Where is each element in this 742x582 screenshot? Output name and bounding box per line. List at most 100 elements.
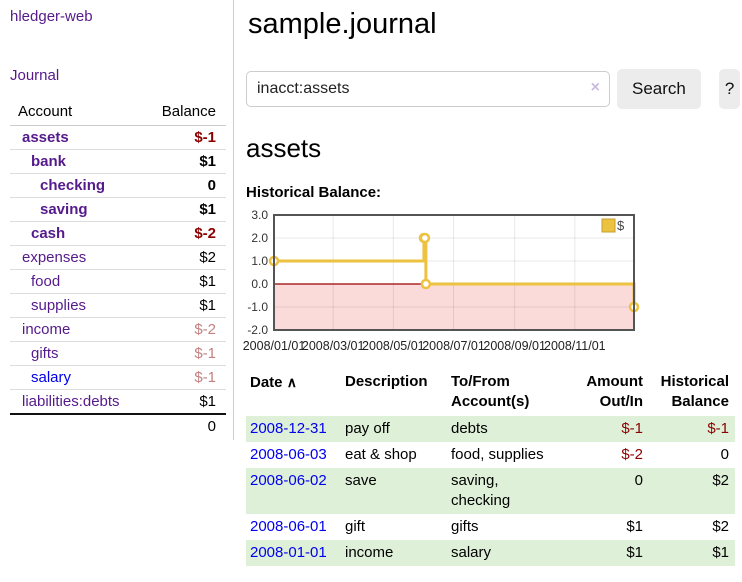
account-balance: $-1 [144,341,226,366]
account-name-cell: gifts [10,341,145,366]
data-point-marker [420,278,432,290]
account-name-cell: cash [10,221,145,246]
account-name-cell: saving [10,197,145,222]
account-row: cash $-2 [10,221,226,246]
register-col-date[interactable]: Date ∧ [246,370,341,416]
amount-cell: $1 [626,544,643,561]
account-balance: $-2 [144,221,226,246]
sidebar-account-link[interactable]: salary [31,369,72,386]
sidebar-account-link[interactable]: expenses [22,249,87,266]
sidebar-account-link[interactable]: food [31,273,61,290]
date-cell[interactable]: 2008-06-02 [246,468,341,514]
sidebar-account-link[interactable]: income [22,321,71,338]
date-cell[interactable]: 2008-01-01 [246,540,341,566]
sidebar-account-link[interactable]: checking [40,177,106,194]
transaction-date-link[interactable]: 2008-01-01 [250,544,327,561]
sidebar-account-link[interactable]: assets [22,129,69,146]
negative-region [274,284,634,330]
legend-label: $ [617,218,625,233]
register-col-accounts: To/From Account(s) [451,373,530,410]
transaction-row: 2008-06-02 save saving, checking 0 $2 [246,468,735,514]
date-header-label: Date [250,374,283,391]
description-cell: save [345,472,377,489]
account-balance: $-2 [144,317,226,342]
transaction-date-link[interactable]: 2008-06-01 [250,518,327,535]
account-name-cell: liabilities:debts [10,389,145,415]
transaction-date-link[interactable]: 2008-06-02 [250,472,327,489]
plot-border [273,214,635,331]
accounts-table-header-row: Account Balance [10,100,226,126]
sidebar-account-link[interactable]: cash [31,225,66,242]
account-balance: $1 [144,293,226,318]
chart-title: Historical Balance: [246,184,382,201]
accounts-cell: gifts [451,518,479,535]
clear-search-icon[interactable]: × [590,79,600,96]
x-tick-label: 2008/07/01 [422,339,485,353]
account-balance: $1 [144,197,226,222]
search-form: × Search ? [246,69,741,109]
date-cell[interactable]: 2008-06-03 [246,442,341,468]
transaction-row: 2008-12-31 pay off debts $-1 $-1 [246,416,735,442]
account-name-cell: assets [10,125,145,150]
historical-balance-chart: $3.0 2.0 1.0 0.0 -1.0 -2.0 2008/01/012008/03/0… [243,209,640,353]
sidebar-journal-link[interactable]: Journal [10,67,60,84]
account-name-cell: checking [10,173,145,198]
amount-cell: $-1 [621,420,643,437]
register-col-description: Description [345,373,428,390]
balance-cell: $2 [712,472,729,489]
y-tick-label: 2.0 [251,231,268,245]
account-row: assets $-1 [10,125,226,150]
date-cell[interactable]: 2008-12-31 [246,416,341,442]
x-tick-label: 2008/05/01 [362,339,425,353]
balance-cell: $-1 [707,420,729,437]
legend-swatch [601,218,616,233]
account-balance: $1 [144,269,226,294]
account-balance: $2 [144,245,226,270]
account-row: salary $-1 [10,365,226,390]
y-tick-label: 3.0 [251,209,268,222]
help-button[interactable]: ? [718,69,741,109]
account-heading: assets [246,133,322,163]
balance-cell: $1 [712,544,729,561]
accounts-total-value: 0 [144,413,226,438]
account-balance: $1 [144,149,226,174]
description-cell: eat & shop [345,446,417,463]
register-col-balance: Historical Balance [660,373,729,410]
x-tick-label: 2008/11/01 [544,339,606,353]
transaction-date-link[interactable]: 2008-06-03 [250,446,327,463]
sidebar-account-link[interactable]: bank [31,153,67,170]
y-tick-label: -2.0 [247,323,268,337]
data-point-marker [419,232,431,244]
accounts-table: Account Balance assets $-1 bank $1 checking 0… [10,100,226,438]
sidebar-account-link[interactable]: supplies [31,297,87,314]
account-name-cell: supplies [10,293,145,318]
accounts-cell: food, supplies [451,446,544,463]
account-balance: 0 [144,173,226,198]
register-col-amount: Amount Out/In [586,373,643,410]
search-input[interactable] [246,71,610,107]
sidebar-account-link[interactable]: liabilities:debts [22,393,120,410]
register-table: Date ∧ Description To/From Account(s) Am… [246,370,735,566]
account-row: income $-2 [10,317,226,342]
sidebar-account-link[interactable]: gifts [31,345,59,362]
amount-cell: $1 [626,518,643,535]
search-button[interactable]: Search [617,69,701,109]
x-tick-label: 2008/09/01 [483,339,546,353]
account-row: liabilities:debts $1 [10,389,226,415]
transaction-date-link[interactable]: 2008-12-31 [250,420,327,437]
balance-cell: 0 [720,446,729,463]
date-cell[interactable]: 2008-06-01 [246,514,341,540]
page-title: sample.journal [248,8,437,40]
account-balance: $1 [144,389,226,415]
account-row: checking 0 [10,173,226,198]
account-row: food $1 [10,269,226,294]
y-tick-label: 1.0 [251,254,268,268]
register-header-row: Date ∧ Description To/From Account(s) Am… [246,370,735,416]
account-balance: $-1 [144,125,226,150]
sort-ascending-icon: ∧ [286,374,297,390]
account-name-cell: expenses [10,245,145,270]
app-brand-link[interactable]: hledger-web [10,8,93,25]
sidebar-account-link[interactable]: saving [40,201,88,218]
account-name-cell: bank [10,149,145,174]
y-tick-label: 0.0 [251,277,268,291]
